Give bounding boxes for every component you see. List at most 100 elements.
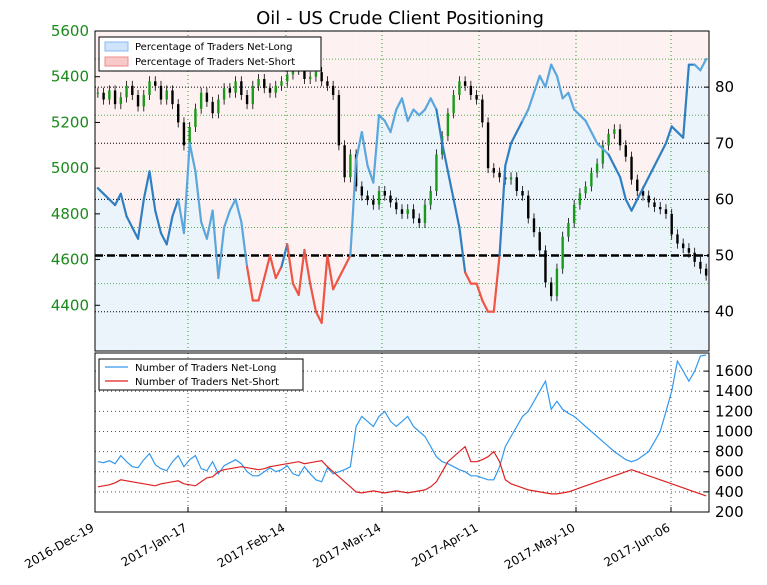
traders-net-long-line xyxy=(97,354,707,483)
net-short-band xyxy=(324,31,331,256)
net-short-band xyxy=(204,31,211,239)
price-candle-body xyxy=(498,172,501,178)
net-long-percentage-segment xyxy=(142,170,151,201)
net-long-percentage-segment xyxy=(406,108,415,122)
right-axis-tick-label: 70 xyxy=(715,134,734,152)
net-long-band xyxy=(272,278,279,351)
net-short-band xyxy=(502,31,509,166)
net-long-band xyxy=(267,255,274,351)
price-candle-body xyxy=(303,69,306,79)
x-axis-tick-label: 2017-Mar-14 xyxy=(310,520,383,570)
bottom-legend-box xyxy=(98,358,304,391)
net-long-band xyxy=(594,143,601,351)
net-short-band xyxy=(422,31,429,110)
bottom-right-axis-tick-label: 1600 xyxy=(715,362,753,380)
net-long-band xyxy=(519,120,526,352)
price-candle-body xyxy=(395,202,398,210)
net-long-band xyxy=(599,148,607,351)
net-short-band xyxy=(106,31,113,200)
net-short-band xyxy=(479,31,486,301)
net-long-percentage-segment xyxy=(377,114,386,122)
price-candle-body xyxy=(263,79,266,89)
net-long-percentage-segment xyxy=(297,248,306,296)
net-short-band xyxy=(117,31,124,194)
net-long-band xyxy=(433,109,440,351)
net-long-percentage-segment xyxy=(291,282,300,296)
net-long-percentage-segment xyxy=(240,220,249,268)
net-long-percentage-segment xyxy=(584,119,593,134)
net-long-percentage-segment xyxy=(544,63,553,89)
net-short-band xyxy=(433,31,440,110)
price-candle-body xyxy=(549,282,553,297)
top-legend-box xyxy=(98,36,322,72)
left-axis-tick-label: 4400 xyxy=(51,296,89,314)
net-long-band xyxy=(324,255,331,351)
price-candle-body xyxy=(199,92,203,109)
net-long-band xyxy=(473,283,480,351)
price-candle-body xyxy=(509,177,513,180)
price-candle-body xyxy=(555,268,559,297)
chart-title: Oil - US Crude Client Positioning xyxy=(256,8,544,29)
net-long-band xyxy=(645,176,652,351)
price-candle-body xyxy=(366,195,369,201)
net-long-percentage-segment xyxy=(108,198,117,207)
legend-label-net-long: Percentage of Traders Net-Long xyxy=(135,42,293,53)
net-long-band xyxy=(238,221,245,351)
net-long-band xyxy=(112,205,119,351)
price-candle-body xyxy=(217,99,220,114)
price-candle-body xyxy=(601,145,605,164)
left-axis-tick-label: 5400 xyxy=(51,68,89,86)
price-candle-body xyxy=(96,92,100,94)
net-long-percentage-segment xyxy=(372,114,381,184)
price-candle-body xyxy=(286,74,289,82)
net-long-band xyxy=(295,294,302,351)
net-short-band xyxy=(318,31,325,323)
price-candle-body xyxy=(257,79,260,86)
net-long-percentage-segment xyxy=(171,198,180,218)
price-candle-body xyxy=(630,156,633,180)
net-long-percentage-segment xyxy=(165,215,174,246)
price-candle-body xyxy=(245,95,249,105)
price-candle-body xyxy=(194,108,197,127)
price-candle-body xyxy=(268,88,272,93)
x-axis-tick-label: 2017-Apr-11 xyxy=(409,520,480,569)
price-candle-body xyxy=(567,223,570,237)
price-candle-body xyxy=(681,243,685,249)
net-long-percentage-segment xyxy=(148,170,157,212)
price-candle-body xyxy=(446,113,450,137)
net-short-band xyxy=(186,31,193,144)
net-short-band xyxy=(525,31,532,110)
net-long-percentage-segment xyxy=(131,226,140,240)
net-long-percentage-segment xyxy=(257,276,266,302)
net-long-percentage-segment xyxy=(245,265,254,302)
net-long-band xyxy=(284,244,291,351)
net-long-band xyxy=(622,199,629,351)
price-candle-body xyxy=(595,163,599,173)
net-long-percentage-segment xyxy=(618,175,627,201)
net-short-band xyxy=(508,31,515,144)
net-short-band xyxy=(267,31,274,256)
net-long-band xyxy=(686,64,693,352)
net-short-band xyxy=(634,31,641,200)
legend-swatch-net-long xyxy=(104,41,129,52)
net-short-band xyxy=(651,31,658,166)
price-candle-body xyxy=(590,172,593,187)
net-long-percentage-segment xyxy=(509,130,518,145)
net-short-band xyxy=(645,31,652,177)
net-long-percentage-segment xyxy=(515,119,524,134)
bottom-legend: Number of Traders Net-Long Number of Tra… xyxy=(98,358,304,391)
net-long-percentage-segment xyxy=(653,153,662,167)
net-long-band xyxy=(651,165,658,351)
net-short-band xyxy=(668,31,675,127)
net-long-band xyxy=(634,199,641,351)
net-short-band xyxy=(278,31,285,267)
net-long-percentage-segment xyxy=(441,142,450,173)
price-candle-body xyxy=(463,81,467,86)
price-candle-body xyxy=(687,248,691,253)
net-short-band xyxy=(163,31,170,245)
net-long-percentage-segment xyxy=(119,192,128,218)
net-long-band xyxy=(376,115,383,351)
net-short-band xyxy=(238,31,245,222)
price-candle-body xyxy=(647,195,650,203)
